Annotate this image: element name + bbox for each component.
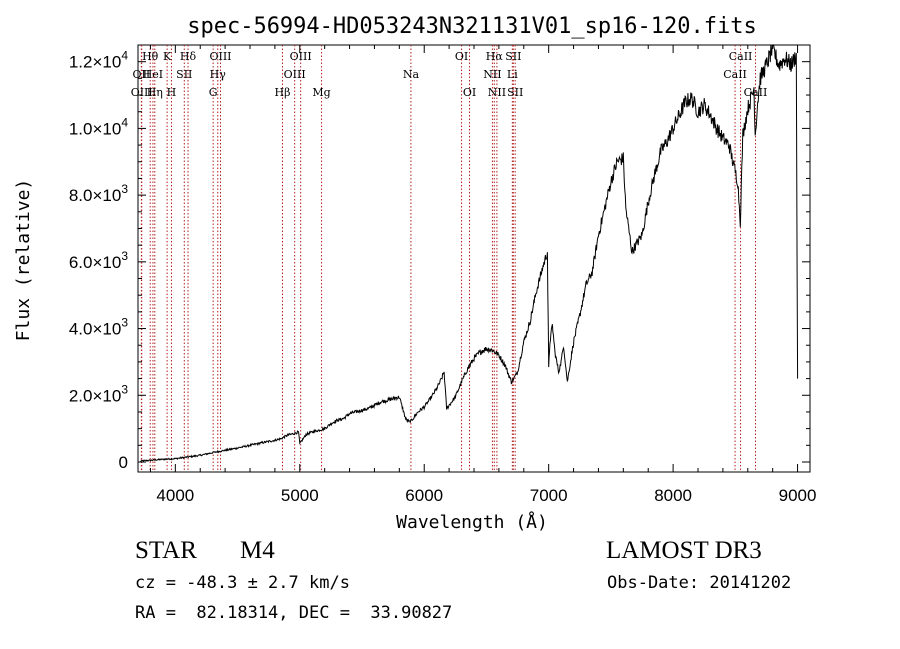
x-tick-label: 4000 [156, 486, 194, 505]
spectral-line-label: OIII [131, 86, 153, 99]
spectral-line-label: Li [507, 68, 518, 81]
spectral-line-label: G [209, 86, 218, 99]
obs-date-text: Obs-Date: 20141202 [607, 573, 792, 593]
redshift-text: cz = -48.3 ± 2.7 km/s [135, 573, 350, 593]
spectral-line-label: HeI [143, 68, 163, 81]
y-tick-label: 6.0×103 [69, 249, 128, 272]
y-tick-label: 8.0×103 [69, 182, 128, 205]
spectral-line-label: SII [507, 86, 523, 99]
spectral-line-label: SII [176, 68, 192, 81]
spectral-line-markers [140, 45, 756, 472]
spectral-line-label: Hδ [180, 50, 197, 63]
spectral-line-label: OI [455, 50, 468, 63]
spectral-line-label: OIII [209, 50, 231, 63]
x-tick-label: 5000 [281, 486, 319, 505]
y-axis-label: Flux (relative) [13, 179, 34, 342]
spectral-line-label: OIII [290, 50, 312, 63]
spectral-line-label: OIII [284, 68, 306, 81]
spectral-line-label: Mg [312, 86, 330, 99]
x-tick-label: 8000 [654, 486, 692, 505]
spectral-line-label: OI [463, 86, 476, 99]
object-subclass: M4 [240, 537, 275, 564]
spectral-line-label: OII [133, 68, 151, 81]
spectral-line-label: NII [488, 86, 506, 99]
x-tick-label: 9000 [779, 486, 817, 505]
x-axis-label: Wavelength (Å) [396, 511, 548, 533]
y-tick-label: 4.0×103 [69, 316, 128, 339]
spectral-line-label: Hα [486, 50, 504, 63]
axis-ticks [138, 45, 810, 472]
spectral-line-label: CaII [723, 68, 747, 81]
spectral-line-labels: Hθ OII OIII HeI Hη K SII H Hδ OIII Hγ G OIII OIII Hβ Mg… [131, 50, 768, 99]
y-tick-label: 0 [119, 453, 128, 472]
y-tick-label: 1.2×104 [69, 49, 128, 72]
survey-name: LAMOST DR3 [606, 537, 762, 564]
spectral-line-label: H [167, 86, 177, 99]
spectral-line-label: K [163, 50, 172, 63]
object-class: STAR [135, 537, 197, 564]
spectral-line-label: Hθ [142, 50, 159, 63]
plot-frame [137, 44, 811, 473]
x-tick-label: 6000 [405, 486, 443, 505]
chart-title: spec-56994-HD053243N321131V01_sp16-120.f… [187, 14, 757, 39]
axis-tick-labels: 4000 5000 6000 7000 8000 9000 0 2.0×103 4.0×103 6… [69, 49, 817, 505]
spectral-line-label: SII [505, 50, 521, 63]
x-tick-label: 7000 [530, 486, 568, 505]
spectral-line-label: NII [483, 68, 501, 81]
spectral-line-label: Hγ [210, 68, 227, 81]
spectral-line-label: Na [403, 68, 420, 81]
y-tick-label: 2.0×103 [69, 382, 128, 405]
spectral-line-label: CaII [729, 50, 753, 63]
spectrum-line [140, 44, 799, 463]
y-tick-label: 1.0×104 [69, 115, 128, 138]
spectral-line-label: Hη [147, 86, 163, 99]
spectral-line-label: Hβ [275, 86, 291, 99]
ra-dec-text: RA = 82.18314, DEC = 33.90827 [135, 603, 453, 623]
spectral-line-label: CaII [744, 86, 768, 99]
